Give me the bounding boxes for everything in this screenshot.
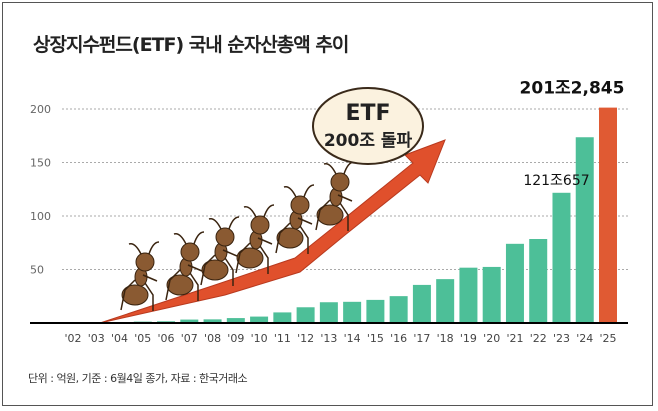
x-tick-label: '09: [227, 332, 244, 345]
data-label: 121조657: [523, 173, 589, 189]
ant-head: [250, 215, 270, 235]
bar-17: [412, 284, 431, 323]
ant-abdomen: [276, 227, 304, 249]
ant-head: [135, 252, 155, 272]
bar-14: [343, 301, 362, 323]
x-tick-label: '18: [437, 332, 454, 345]
ant-abdomen: [316, 204, 344, 226]
x-tick-label: '17: [413, 332, 430, 345]
chart-frame: [2, 2, 653, 406]
ant-legs: [120, 274, 158, 311]
x-tick-label: '04: [111, 332, 128, 345]
ant-antennae: [243, 204, 275, 218]
callout-line2: 200조 돌파: [324, 131, 413, 151]
arrow-icon: [99, 139, 446, 324]
bar-20: [482, 266, 501, 323]
source-note: 단위 : 억원, 기준 : 6월4일 종가, 자료 : 한국거래소: [28, 372, 248, 385]
ant-icon: [235, 204, 275, 274]
ant-antennae: [323, 161, 355, 175]
x-tick-label: '13: [320, 332, 337, 345]
ant-legs: [235, 237, 273, 274]
bar-08: [203, 319, 222, 323]
ant-legs: [165, 264, 203, 301]
bar-15: [366, 299, 385, 323]
ant-legs: [315, 194, 353, 231]
ant-legs: [200, 249, 238, 286]
x-tick-label: '25: [599, 332, 616, 345]
y-tick-label: 50: [30, 264, 44, 277]
ant-icon: [165, 231, 205, 301]
ant-abdomen: [201, 259, 229, 281]
ant-icon: [120, 241, 160, 311]
bar-23: [552, 192, 571, 323]
bar-09: [226, 318, 245, 323]
ant-abdomen: [236, 247, 264, 269]
x-tick-label: '11: [274, 332, 291, 345]
bar-18: [436, 279, 455, 323]
x-tick-label: '07: [181, 332, 198, 345]
bar-11: [273, 312, 292, 323]
ant-icon: [275, 184, 315, 254]
ant-abdomen: [166, 274, 194, 296]
ant-antennae: [173, 231, 205, 245]
bar-12: [296, 307, 315, 323]
data-label: 201조2,845: [520, 79, 625, 99]
ant-icon: [200, 216, 240, 286]
ant-antennae: [208, 216, 240, 230]
x-tick-label: '22: [530, 332, 547, 345]
ant-head: [180, 242, 200, 262]
x-tick-label: '03: [88, 332, 105, 345]
x-tick-label: '14: [344, 332, 361, 345]
bar-22: [529, 239, 548, 323]
bar-19: [459, 267, 478, 323]
x-tick-label: '10: [251, 332, 268, 345]
bar-25: [599, 107, 617, 323]
x-tick-label: '15: [367, 332, 384, 345]
bar-16: [389, 296, 408, 323]
ant-legs: [275, 217, 313, 254]
speech-bubble: [312, 87, 424, 165]
ant-antennae: [128, 241, 160, 255]
x-tick-label: '21: [506, 332, 523, 345]
x-tick-label: '20: [483, 332, 500, 345]
x-tick-label: '08: [204, 332, 221, 345]
ant-head: [215, 227, 235, 247]
x-tick-label: '19: [460, 332, 477, 345]
x-tick-label: '16: [390, 332, 407, 345]
ant-head: [330, 172, 350, 192]
chart-title: 상장지수펀드(ETF) 국내 순자산총액 추이: [33, 34, 349, 56]
bar-07: [180, 319, 199, 323]
callout-line1: ETF: [345, 101, 390, 126]
bar-21: [505, 243, 524, 323]
x-tick-label: '05: [134, 332, 151, 345]
ant-icon: [315, 161, 355, 231]
bar-13: [319, 302, 338, 323]
y-tick-label: 100: [30, 210, 51, 223]
y-tick-label: 150: [30, 157, 51, 170]
bar-24: [575, 137, 594, 323]
ant-abdomen: [121, 284, 149, 306]
y-tick-label: 200: [30, 103, 51, 116]
bar-10: [250, 316, 269, 323]
ant-head: [290, 195, 310, 215]
x-tick-label: '23: [553, 332, 570, 345]
x-tick-label: '24: [576, 332, 593, 345]
x-tick-label: '12: [297, 332, 314, 345]
ant-antennae: [283, 184, 315, 198]
x-tick-label: '02: [64, 332, 81, 345]
x-tick-label: '06: [158, 332, 175, 345]
